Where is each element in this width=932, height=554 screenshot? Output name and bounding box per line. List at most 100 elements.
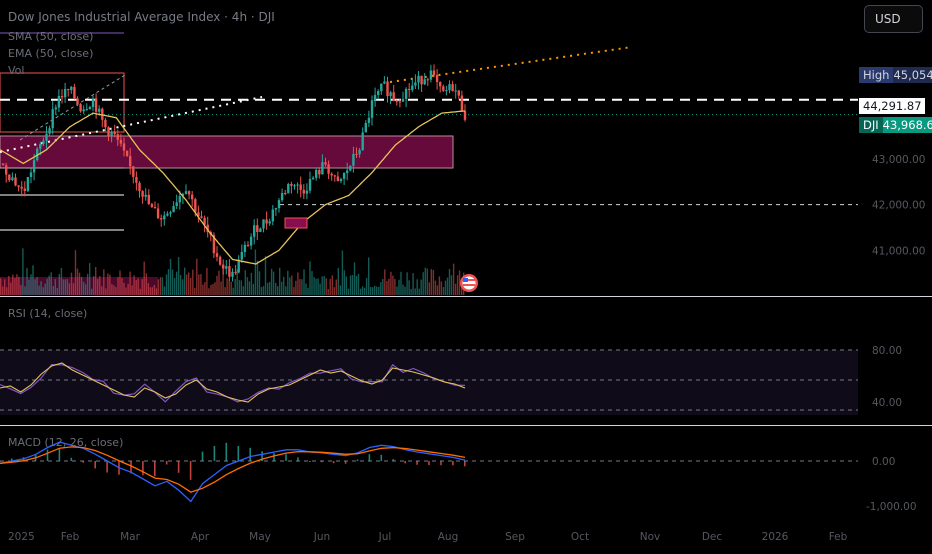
volume-bar bbox=[327, 289, 329, 295]
volume-bar bbox=[311, 271, 313, 295]
candle-body bbox=[184, 191, 188, 194]
volume-bar bbox=[347, 288, 350, 295]
volume-bar bbox=[131, 285, 133, 295]
volume-bar bbox=[319, 283, 321, 295]
candle-body bbox=[243, 244, 247, 252]
candle-body bbox=[308, 179, 312, 191]
volume-bar bbox=[240, 280, 242, 295]
currency-button[interactable]: USD bbox=[864, 5, 923, 33]
volume-bar bbox=[109, 274, 111, 295]
macd-axis-tick-label: -1,000.00 bbox=[866, 501, 917, 513]
high-tag-value: 45,054.36 bbox=[893, 68, 932, 82]
candle-body bbox=[265, 219, 268, 224]
volume-bar bbox=[313, 277, 315, 295]
candle-body bbox=[39, 144, 42, 149]
candle-body bbox=[333, 175, 336, 177]
candle-body bbox=[404, 88, 408, 99]
candle-body bbox=[240, 252, 243, 260]
volume-bar bbox=[22, 248, 24, 295]
candle-body bbox=[318, 170, 321, 175]
macd-histogram-bar bbox=[225, 442, 228, 461]
candle-body bbox=[48, 128, 51, 134]
volume-bar bbox=[28, 279, 30, 295]
macd-histogram-bar bbox=[297, 457, 299, 461]
candle-body bbox=[222, 264, 225, 269]
candle-body bbox=[191, 194, 194, 200]
indicator-label-macd[interactable]: MACD (12, 26, close) bbox=[8, 436, 124, 449]
candle-body bbox=[237, 259, 240, 273]
volume-bar bbox=[82, 281, 85, 295]
candle-body bbox=[457, 90, 460, 96]
indicator-label-rsi[interactable]: RSI (14, close) bbox=[8, 307, 88, 320]
candle-body bbox=[355, 153, 358, 155]
indicator-label-volume[interactable]: Vol bbox=[8, 64, 25, 77]
candle-body bbox=[386, 81, 389, 97]
volume-bar bbox=[101, 286, 103, 295]
volume-bar bbox=[220, 281, 222, 295]
volume-bar bbox=[72, 283, 75, 295]
indicator-label-ema[interactable]: EMA (50, close) bbox=[8, 47, 94, 60]
volume-bar bbox=[107, 273, 109, 295]
volume-bar bbox=[123, 282, 125, 295]
time-axis-tick-label: Nov bbox=[640, 531, 661, 543]
volume-bar bbox=[24, 286, 26, 295]
candle-body bbox=[147, 194, 150, 205]
candles bbox=[1, 64, 467, 282]
volume-bar bbox=[384, 269, 386, 295]
volume-bar bbox=[252, 283, 255, 295]
candle-body bbox=[296, 184, 299, 186]
candle-body bbox=[144, 194, 147, 197]
volume-bar bbox=[256, 260, 259, 295]
volume-bar bbox=[309, 261, 311, 295]
volume-bar bbox=[32, 265, 34, 295]
volume-bar bbox=[125, 287, 127, 295]
volume-bar bbox=[36, 277, 38, 295]
volume-bar bbox=[279, 267, 281, 295]
candle-body bbox=[293, 185, 296, 187]
candle-body bbox=[392, 92, 395, 101]
indicator-label-sma[interactable]: SMA (50, close) bbox=[8, 30, 94, 43]
volume-bar bbox=[224, 287, 226, 295]
volume-bar bbox=[68, 283, 71, 295]
volume-bar bbox=[192, 269, 194, 295]
candle-body bbox=[125, 150, 129, 157]
volume-bar bbox=[141, 279, 143, 295]
volume-bar bbox=[56, 288, 58, 295]
candle-body bbox=[358, 149, 361, 155]
volume-bar bbox=[378, 286, 380, 295]
candle-body bbox=[135, 176, 138, 183]
candle-body bbox=[414, 82, 417, 86]
macd-histogram-bar bbox=[440, 461, 442, 466]
volume-bar bbox=[461, 286, 463, 295]
volume-bar bbox=[343, 270, 346, 295]
volume-bar bbox=[291, 275, 293, 295]
volume-bar bbox=[368, 257, 370, 295]
price-axis-tick-label: 42,000.00 bbox=[872, 200, 925, 212]
volume-bar bbox=[388, 278, 390, 295]
price-axis-tick-label: 43,000.00 bbox=[872, 154, 925, 166]
volume-bar bbox=[349, 275, 352, 295]
volume-bar bbox=[442, 287, 445, 295]
volume-bar bbox=[204, 282, 206, 295]
volume-bar bbox=[103, 269, 105, 295]
macd-histogram-bar bbox=[106, 461, 108, 473]
volume-bar bbox=[345, 276, 348, 295]
volume-bar bbox=[115, 287, 117, 295]
candle-body bbox=[206, 224, 209, 232]
volume-bar bbox=[66, 279, 69, 295]
volume-bar bbox=[446, 277, 449, 295]
volume-bar bbox=[456, 275, 459, 295]
candle-body bbox=[32, 160, 36, 173]
volume-bar bbox=[26, 268, 28, 295]
volume-bar bbox=[163, 286, 166, 295]
macd-histogram-bar bbox=[70, 457, 73, 461]
candle-body bbox=[23, 188, 26, 191]
volume-bar bbox=[234, 279, 236, 295]
time-axis-tick-label: Sep bbox=[505, 531, 525, 543]
volume-bar bbox=[62, 279, 65, 295]
macd-histogram-bar bbox=[309, 461, 311, 462]
candle-body bbox=[215, 253, 219, 257]
volume-bar bbox=[46, 278, 48, 295]
volume-bar bbox=[264, 256, 267, 295]
